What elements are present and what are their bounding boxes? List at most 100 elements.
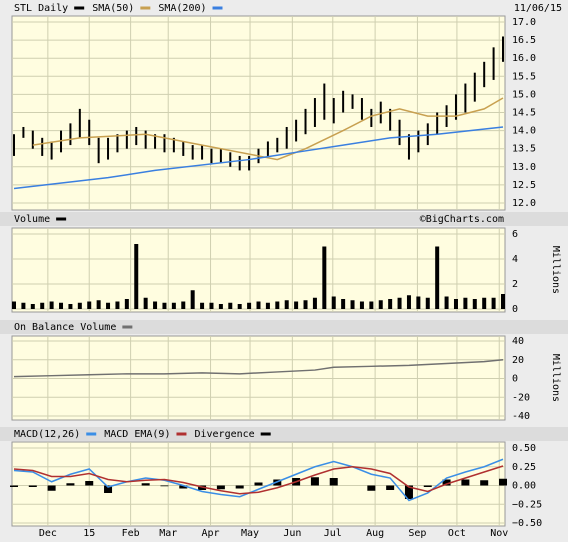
divergence-bar [10, 485, 18, 487]
volume-bar [40, 302, 45, 309]
y-tick-label: 15.0 [512, 89, 536, 100]
y-tick-label: −0.25 [512, 499, 542, 510]
x-tick-label: Oct [448, 528, 466, 539]
legend-label: On Balance Volume [14, 322, 116, 333]
volume-bar [435, 246, 440, 309]
volume-bar [256, 301, 261, 309]
volume-bar [68, 304, 73, 309]
x-tick-label: Jul [324, 528, 342, 539]
volume-bar [425, 297, 430, 309]
volume-bar [312, 297, 317, 309]
y-tick-label: 0 [512, 304, 518, 315]
legend-label: MACD EMA(9) [104, 429, 170, 440]
volume-bar [275, 301, 280, 309]
divergence-bar [235, 485, 244, 489]
volume-bar [406, 295, 411, 309]
x-tick-label: Jun [283, 528, 301, 539]
volume-bar [463, 297, 468, 309]
header-band [0, 212, 568, 226]
volume-bar [294, 301, 299, 309]
divergence-bar [85, 481, 94, 486]
sma-line [13, 126, 504, 190]
volume-bar [472, 299, 477, 309]
divergence-bar [329, 478, 338, 486]
divergence-bar [179, 485, 188, 489]
volume-bar [96, 300, 101, 309]
y-tick-label: -40 [512, 411, 530, 422]
volume-bar [322, 246, 327, 309]
legend-label: Volume [14, 214, 50, 225]
header-band [0, 320, 568, 334]
y-tick-label: 6 [512, 229, 518, 240]
x-tick-label: Aug [366, 528, 384, 539]
volume-bar [397, 297, 402, 309]
legend-label: SMA(50) [92, 3, 134, 14]
legend-label: Divergence [194, 429, 254, 440]
y-tick-label: 16.0 [512, 53, 536, 64]
volume-bar [12, 301, 16, 309]
volume-bar [444, 296, 449, 309]
divergence-bar [423, 485, 432, 487]
volume-bar [378, 300, 383, 309]
obv-line [13, 359, 504, 378]
volume-bar [237, 304, 242, 309]
volume-bar [284, 300, 289, 309]
y-tick-label: 4 [512, 254, 518, 265]
y-tick-label: −0.50 [512, 518, 542, 529]
y-tick-label: 16.5 [512, 35, 536, 46]
x-tick-label: Feb [122, 528, 140, 539]
volume-bar [247, 302, 252, 309]
divergence-bar [254, 482, 263, 486]
x-tick-label: Sep [408, 528, 426, 539]
volume-bar [482, 297, 487, 309]
volume-bar [209, 302, 214, 309]
y-axis-label: Millions [550, 354, 561, 402]
divergence-bar [47, 485, 56, 491]
volume-bar [416, 296, 421, 309]
volume-bar [453, 299, 458, 309]
legend-label: STL Daily [14, 3, 68, 14]
volume-bar [303, 300, 308, 309]
y-tick-label: 12.0 [512, 198, 536, 209]
x-tick-label: Apr [202, 528, 220, 539]
volume-bar [49, 301, 54, 309]
sma-line [32, 97, 504, 161]
x-tick-label: Mar [159, 528, 177, 539]
volume-bar [162, 302, 167, 309]
volume-bar [341, 299, 346, 309]
credit: ©BigCharts.com [420, 214, 504, 225]
y-tick-label: 12.5 [512, 180, 536, 191]
divergence-bar [310, 477, 319, 486]
y-tick-label: 17.0 [512, 17, 536, 28]
date-label: 11/06/15 [514, 3, 562, 14]
divergence-bar [216, 485, 225, 490]
volume-bar [21, 302, 26, 309]
divergence-bar [66, 483, 75, 486]
volume-bar [388, 299, 393, 309]
divergence-bar [404, 485, 413, 499]
y-tick-label: 13.5 [512, 144, 536, 155]
divergence-bar [499, 478, 507, 486]
y-tick-label: 40 [512, 336, 524, 347]
divergence-bar [367, 485, 376, 491]
volume-bar [77, 302, 82, 309]
y-axis-label: Millions [550, 246, 561, 294]
divergence-bar [141, 483, 150, 486]
y-tick-label: 0 [512, 374, 518, 385]
divergence-bar [386, 485, 395, 490]
volume-bar [143, 297, 148, 309]
volume-bar [30, 304, 35, 309]
volume-bar [59, 302, 64, 309]
divergence-bar [160, 485, 169, 487]
volume-bar [218, 304, 223, 309]
panel [11, 227, 506, 313]
y-tick-label: 0.25 [512, 462, 536, 473]
volume-bar [200, 302, 205, 309]
y-tick-label: 15.5 [512, 71, 536, 82]
x-tick-label: 15 [83, 528, 95, 539]
volume-bar [491, 297, 496, 309]
volume-bar [228, 302, 233, 309]
legend-label: MACD(12,26) [14, 429, 80, 440]
x-tick-label: Dec [39, 528, 57, 539]
